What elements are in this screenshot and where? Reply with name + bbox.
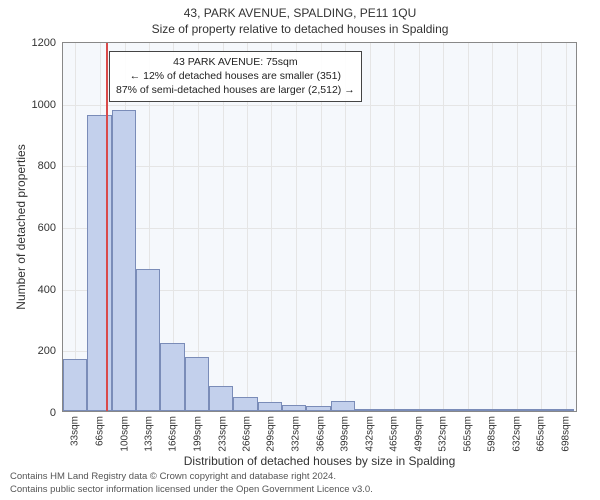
histogram-bar <box>112 110 136 411</box>
histogram-bar <box>477 409 501 411</box>
histogram-bar <box>258 402 282 411</box>
grid-line-h <box>63 228 576 229</box>
x-tick-label: 366sqm <box>315 416 326 452</box>
grid-line-v <box>517 43 518 411</box>
x-tick-label: 133sqm <box>143 416 154 452</box>
y-tick-label: 1200 <box>16 37 56 49</box>
grid-line-v <box>419 43 420 411</box>
y-tick-label: 1000 <box>16 99 56 111</box>
x-tick-label: 166sqm <box>168 416 179 452</box>
x-tick-label: 665sqm <box>536 416 547 452</box>
histogram-bar <box>331 401 355 411</box>
x-tick-label: 33sqm <box>70 416 81 446</box>
x-tick-label: 465sqm <box>388 416 399 452</box>
grid-line-h <box>63 166 576 167</box>
x-tick-label: 598sqm <box>487 416 498 452</box>
grid-line-h <box>63 105 576 106</box>
histogram-bar <box>185 357 209 411</box>
annotation-line: 43 PARK AVENUE: 75sqm <box>116 55 355 69</box>
histogram-bar <box>282 405 306 411</box>
y-axis-label: Number of detached properties <box>14 144 28 309</box>
histogram-bar <box>501 409 525 411</box>
x-tick-label: 399sqm <box>340 416 351 452</box>
x-axis-label: Distribution of detached houses by size … <box>62 454 577 468</box>
x-tick-label: 632sqm <box>512 416 523 452</box>
annotation-box: 43 PARK AVENUE: 75sqm← 12% of detached h… <box>109 51 362 102</box>
x-tick-label: 332sqm <box>290 416 301 452</box>
footer-line-1: Contains HM Land Registry data © Crown c… <box>10 471 373 483</box>
x-tick-label: 66sqm <box>94 416 105 446</box>
grid-line-v <box>75 43 76 411</box>
x-tick-label: 499sqm <box>413 416 424 452</box>
grid-line-v <box>541 43 542 411</box>
address-title: 43, PARK AVENUE, SPALDING, PE11 1QU <box>0 0 600 20</box>
histogram-chart: 02004006008001000120033sqm66sqm100sqm133… <box>62 42 577 412</box>
y-tick-label: 200 <box>16 345 56 357</box>
grid-line-v <box>370 43 371 411</box>
x-tick-label: 100sqm <box>119 416 130 452</box>
histogram-bar <box>380 409 404 411</box>
y-tick-label: 0 <box>16 407 56 419</box>
histogram-bar <box>160 343 184 411</box>
histogram-bar <box>550 409 574 411</box>
footer-attribution: Contains HM Land Registry data © Crown c… <box>10 471 373 496</box>
x-tick-label: 432sqm <box>364 416 375 452</box>
grid-line-v <box>468 43 469 411</box>
x-tick-label: 698sqm <box>560 416 571 452</box>
x-tick-label: 565sqm <box>462 416 473 452</box>
histogram-bar <box>453 409 477 411</box>
histogram-bar <box>209 386 233 411</box>
histogram-bar <box>428 409 452 411</box>
annotation-line: 87% of semi-detached houses are larger (… <box>116 83 355 97</box>
chart-subtitle: Size of property relative to detached ho… <box>0 20 600 36</box>
x-tick-label: 199sqm <box>192 416 203 452</box>
footer-line-2: Contains public sector information licen… <box>10 484 373 496</box>
histogram-bar <box>233 397 257 411</box>
grid-line-v <box>566 43 567 411</box>
grid-line-v <box>443 43 444 411</box>
plot-area: 02004006008001000120033sqm66sqm100sqm133… <box>62 42 577 412</box>
x-tick-label: 233sqm <box>217 416 228 452</box>
grid-line-v <box>394 43 395 411</box>
annotation-line: ← 12% of detached houses are smaller (35… <box>116 69 355 83</box>
x-tick-label: 266sqm <box>242 416 253 452</box>
x-tick-label: 532sqm <box>438 416 449 452</box>
histogram-bar <box>306 406 330 411</box>
histogram-bar <box>136 269 160 411</box>
reference-line <box>106 43 108 411</box>
histogram-bar <box>404 409 428 411</box>
grid-line-v <box>492 43 493 411</box>
histogram-bar <box>526 409 550 411</box>
x-tick-label: 299sqm <box>266 416 277 452</box>
histogram-bar <box>355 409 379 411</box>
histogram-bar <box>63 359 87 411</box>
